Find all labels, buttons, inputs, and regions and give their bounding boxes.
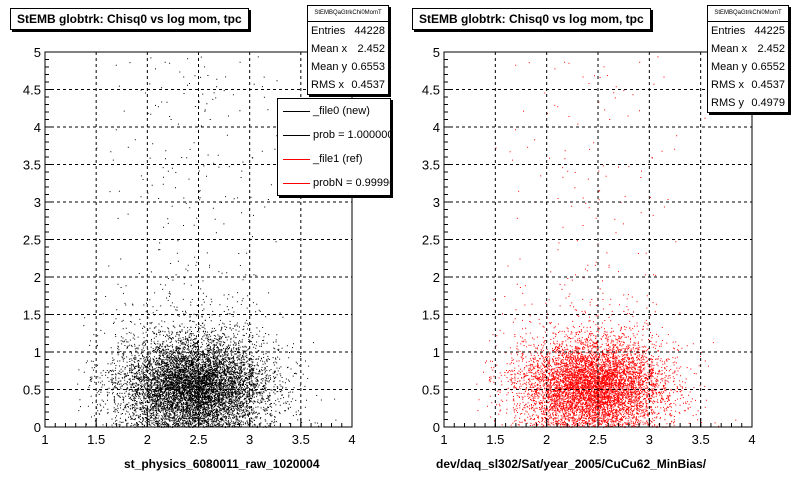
x-tick-label: 1 xyxy=(440,432,447,447)
x-tick-label: 3.5 xyxy=(292,432,310,447)
left-stats-rmsx: RMS x 0.4537 xyxy=(311,79,385,91)
x-tick-label: 1.5 xyxy=(87,432,105,447)
x-tick-label: 3 xyxy=(646,432,653,447)
x-tick-label: 2.5 xyxy=(189,432,207,447)
right-x-axis-title: dev/daq_sl302/Sat/year_2005/CuCu62_MinBi… xyxy=(436,457,707,471)
left-x-axis-title: st_physics_6080011_raw_1020004 xyxy=(124,457,320,471)
y-tick-label: 2 xyxy=(433,270,440,285)
x-tick-label: 2.5 xyxy=(589,432,607,447)
legend-line-black xyxy=(283,135,310,136)
right-stats-entries: Entries 44225 xyxy=(711,25,785,37)
left-legend: _file0 (new) prob = 1.000000 _file1 (ref… xyxy=(277,98,391,196)
scatter-points-path xyxy=(476,56,737,429)
y-tick-label: 4 xyxy=(34,120,41,135)
scatter-points-1 xyxy=(476,56,737,429)
y-tick-label: 3.5 xyxy=(422,158,440,173)
x-tick-label: 4 xyxy=(348,432,355,447)
x-tick-label: 3.5 xyxy=(692,432,710,447)
legend-line-red xyxy=(283,159,310,160)
legend-entry-prob: prob = 1.000000 xyxy=(278,123,390,147)
right-stats-meanx: Mean x 2.452 xyxy=(711,43,785,55)
right-stats-name: StEMBQaGtrkChi0MomT xyxy=(708,6,788,22)
x-tick-label: 4 xyxy=(748,432,755,447)
y-tick-label: 0 xyxy=(433,420,440,435)
x-tick-label: 2 xyxy=(543,432,550,447)
right-scatter-panel: 1 1.5 2 2.5 3 3.5 4 0 0.5 1 1.5 2 2.5 3 3.5 4 4.5 5 xyxy=(422,45,756,447)
y-tick-label: 5 xyxy=(433,45,440,60)
x-tick-label: 1.5 xyxy=(486,432,504,447)
y-tick-label: 3 xyxy=(433,195,440,210)
y-tick-label: 3.5 xyxy=(23,158,41,173)
right-chart-title: StEMB globtrk: Chisq0 vs log mom, tpc xyxy=(412,8,651,30)
legend-line-red xyxy=(283,183,310,184)
x-tick-label: 2 xyxy=(144,432,151,447)
left-chart-title: StEMB globtrk: Chisq0 vs log mom, tpc xyxy=(10,8,249,30)
y-tick-label: 2.5 xyxy=(23,233,41,248)
y-tick-label: 1 xyxy=(433,345,440,360)
y-tick-label: 1.5 xyxy=(422,308,440,323)
left-stats-name: StEMBQaGtrkChi0MomT xyxy=(308,6,388,22)
y-tick-label: 0.5 xyxy=(422,383,440,398)
left-scatter-panel: 1 1.5 2 2.5 3 3.5 4 0 0.5 1 1.5 2 2.5 3 3.5 4 4.5 5 xyxy=(23,45,356,447)
legend-entry-file0: _file0 (new) xyxy=(278,99,390,123)
y-tick-label: 3 xyxy=(34,195,41,210)
right-stats-rmsx: RMS x 0.4537 xyxy=(711,79,785,91)
y-tick-label: 1.5 xyxy=(23,308,41,323)
right-stats-meany: Mean y 0.6552 xyxy=(711,61,785,73)
y-tick-label: 2.5 xyxy=(422,233,440,248)
y-tick-label: 1 xyxy=(34,345,41,360)
x-tick-label: 3 xyxy=(246,432,253,447)
legend-entry-probn: probN = 0.999969 xyxy=(278,171,390,195)
y-tick-label: 4.5 xyxy=(23,83,41,98)
y-tick-label: 4.5 xyxy=(422,83,440,98)
y-tick-label: 2 xyxy=(34,270,41,285)
legend-line-black xyxy=(283,111,310,112)
left-stats-entries: Entries 44228 xyxy=(311,25,385,37)
x-tick-label: 1 xyxy=(41,432,48,447)
y-tick-label: 0 xyxy=(34,420,41,435)
left-stats-meanx: Mean x 2.452 xyxy=(311,43,385,55)
y-tick-label: 4 xyxy=(433,120,440,135)
legend-entry-file1: _file1 (ref) xyxy=(278,147,390,171)
y-tick-label: 0.5 xyxy=(23,383,41,398)
right-stats-rmsy: RMS y 0.4979 xyxy=(711,97,785,109)
left-stats-meany: Mean y 0.6553 xyxy=(311,61,385,73)
y-tick-label: 5 xyxy=(34,45,41,60)
